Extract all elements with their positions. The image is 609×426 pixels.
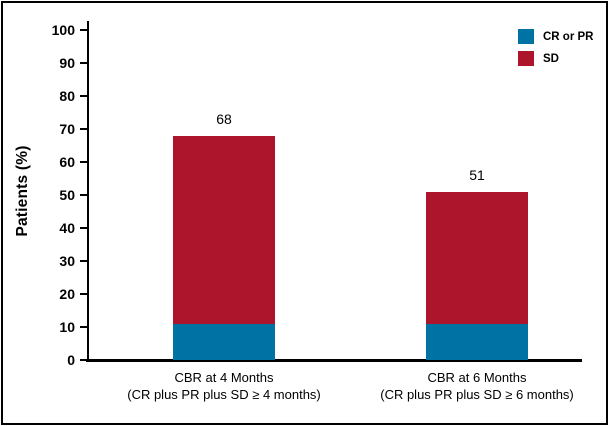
y-tick-mark bbox=[80, 359, 87, 361]
y-tick-label: 10 bbox=[59, 319, 75, 335]
bar-total-label: 51 bbox=[469, 167, 485, 183]
x-category-line2: (CR plus PR plus SD ≥ 6 months) bbox=[380, 387, 574, 402]
x-category-label: CBR at 4 Months (CR plus PR plus SD ≥ 4 m… bbox=[84, 369, 364, 403]
stacked-bar-chart: Patients (%) 0 10 20 30 40 50 60 70 80 90 100 68 51… bbox=[3, 3, 606, 423]
bar-segment-cr-or-pr bbox=[426, 324, 528, 360]
y-tick-label: 0 bbox=[67, 352, 75, 368]
y-axis-line bbox=[87, 21, 89, 362]
y-tick-mark bbox=[80, 62, 87, 64]
blue-square-icon bbox=[518, 29, 534, 44]
legend-label: SD bbox=[543, 52, 559, 65]
y-tick-label: 90 bbox=[59, 55, 75, 71]
y-tick-mark bbox=[80, 227, 87, 229]
x-category-line1: CBR at 6 Months bbox=[427, 370, 527, 385]
y-tick-mark bbox=[80, 161, 87, 163]
y-tick-label: 50 bbox=[59, 187, 75, 203]
y-tick-label: 80 bbox=[59, 88, 75, 104]
y-tick-mark bbox=[80, 128, 87, 130]
y-tick-mark bbox=[80, 326, 87, 328]
bar-segment-sd bbox=[173, 136, 275, 324]
legend-item: CR or PR bbox=[518, 29, 593, 44]
bar-segment-cr-or-pr bbox=[173, 324, 275, 360]
y-tick-mark bbox=[80, 95, 87, 97]
y-tick-label: 100 bbox=[51, 22, 75, 38]
x-category-label: CBR at 6 Months (CR plus PR plus SD ≥ 6 m… bbox=[337, 369, 609, 403]
y-tick-label: 40 bbox=[59, 220, 75, 236]
y-tick-label: 20 bbox=[59, 286, 75, 302]
legend: CR or PR SD bbox=[518, 29, 593, 73]
red-square-icon bbox=[518, 51, 534, 66]
y-tick-label: 70 bbox=[59, 121, 75, 137]
y-tick-label: 60 bbox=[59, 154, 75, 170]
legend-item: SD bbox=[518, 51, 593, 66]
y-tick-mark bbox=[80, 260, 87, 262]
bar-segment-sd bbox=[426, 192, 528, 324]
x-axis-line bbox=[86, 359, 582, 362]
y-tick-mark bbox=[80, 293, 87, 295]
y-tick-mark bbox=[80, 194, 87, 196]
bar-total-label: 68 bbox=[216, 111, 232, 127]
y-tick-mark bbox=[80, 29, 87, 31]
x-category-line2: (CR plus PR plus SD ≥ 4 months) bbox=[127, 387, 321, 402]
x-category-line1: CBR at 4 Months bbox=[174, 370, 274, 385]
legend-label: CR or PR bbox=[543, 30, 594, 43]
y-tick-label: 30 bbox=[59, 253, 75, 269]
